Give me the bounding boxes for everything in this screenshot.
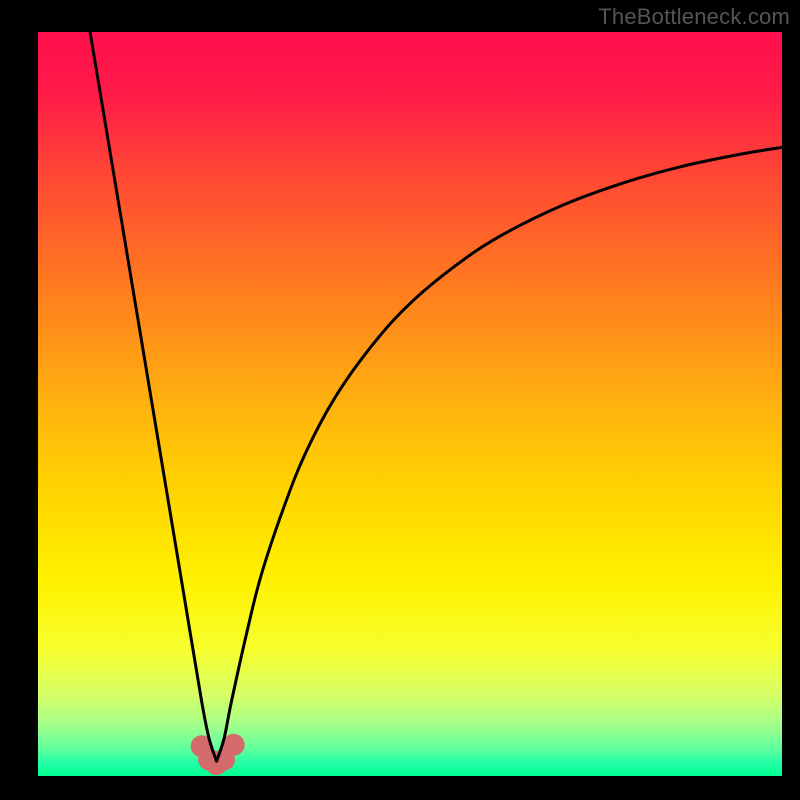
curve-right-branch <box>217 147 782 761</box>
chart-frame: TheBottleneck.com <box>0 0 800 800</box>
dip-marker <box>223 734 245 756</box>
bottleneck-curve <box>38 32 782 776</box>
curve-left-branch <box>90 32 216 761</box>
watermark-text: TheBottleneck.com <box>598 4 790 30</box>
plot-area <box>38 32 782 776</box>
